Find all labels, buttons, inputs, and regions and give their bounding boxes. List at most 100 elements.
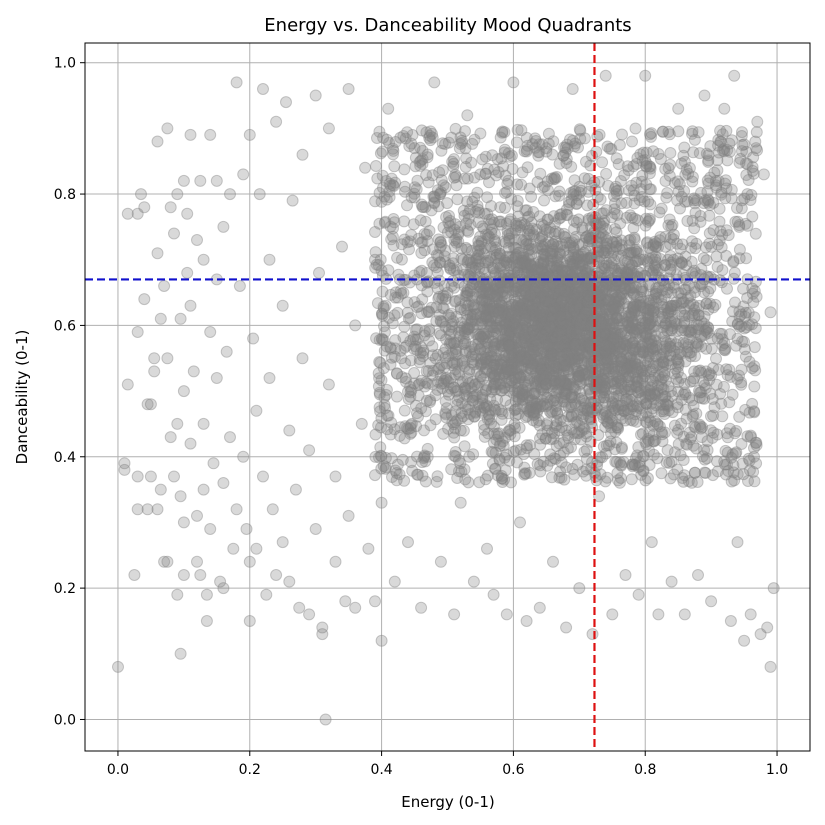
data-point-418 (567, 311, 579, 324)
data-point-4432 (168, 470, 180, 483)
data-point-4470 (220, 345, 233, 358)
data-point-4208 (731, 373, 744, 385)
data-point-105 (666, 313, 678, 326)
data-point-320 (675, 297, 688, 310)
data-point-97 (426, 369, 439, 382)
data-point-352 (494, 249, 507, 262)
data-point-4056 (598, 380, 611, 393)
data-point-3649 (435, 315, 448, 328)
data-point-4588 (748, 450, 760, 463)
data-point-302 (510, 248, 523, 261)
data-point-4541 (454, 496, 467, 509)
data-point-4388 (720, 124, 733, 137)
data-point-4256 (439, 244, 452, 257)
data-point-3684 (510, 136, 523, 149)
data-point-4505 (303, 608, 316, 621)
data-point-136 (500, 323, 513, 336)
data-point-90 (549, 325, 562, 338)
data-point-183 (654, 398, 667, 411)
data-point-115 (566, 236, 578, 249)
data-point-4583 (728, 69, 741, 82)
data-point-4269 (378, 344, 391, 357)
data-point-531 (624, 281, 637, 293)
data-point-295 (555, 372, 567, 385)
data-point-558 (519, 324, 532, 337)
data-point-4557 (560, 621, 573, 634)
data-point-29 (545, 290, 558, 303)
data-point-104 (551, 406, 564, 419)
data-point-4574 (672, 102, 685, 115)
data-point-4447 (184, 437, 197, 450)
data-point-4329 (719, 458, 732, 471)
data-point-492 (630, 255, 643, 268)
data-point-4527 (369, 253, 381, 266)
data-point-3825 (445, 131, 458, 144)
data-point-438 (554, 315, 567, 328)
data-point-4327 (377, 334, 390, 347)
data-point-4303 (440, 357, 453, 370)
data-point-251 (505, 356, 518, 369)
data-point-4384 (382, 264, 395, 277)
data-point-49 (448, 281, 461, 294)
data-point-4171 (687, 146, 700, 159)
data-point-406 (576, 364, 588, 377)
data-point-514 (461, 321, 473, 334)
data-point-3874 (495, 152, 508, 165)
data-point-152 (472, 258, 485, 271)
data-point-3608 (738, 343, 751, 356)
data-point-4462 (207, 457, 220, 470)
data-point-3945 (501, 250, 514, 263)
data-point-4132 (662, 219, 675, 232)
data-point-78 (629, 332, 642, 345)
data-point-4335 (408, 377, 421, 390)
data-point-194 (525, 342, 537, 355)
data-point-4448 (187, 365, 200, 378)
data-point-3869 (479, 311, 492, 324)
data-point-4490 (263, 372, 276, 384)
data-point-70 (538, 332, 550, 345)
data-point-4226 (670, 338, 683, 351)
data-point-421 (611, 344, 624, 357)
data-point-574 (566, 258, 579, 270)
data-point-4540 (448, 608, 461, 621)
data-point-4117 (727, 305, 739, 318)
data-point-367 (461, 256, 474, 269)
data-point-4556 (553, 437, 566, 450)
data-point-4575 (678, 608, 691, 621)
data-point-4485 (250, 542, 263, 555)
data-point-4548 (500, 608, 513, 621)
data-point-2981 (697, 252, 710, 265)
data-point-278 (587, 295, 600, 308)
data-point-4333 (521, 442, 533, 455)
data-point-4027 (626, 319, 638, 332)
data-point-4489 (260, 588, 273, 601)
data-point-507 (534, 257, 547, 270)
data-point-294 (641, 256, 654, 269)
x-tick-label-0: 0.0 (107, 762, 129, 778)
data-point-262 (552, 322, 565, 335)
data-point-349 (564, 241, 577, 254)
data-point-3410 (568, 304, 581, 317)
data-point-356 (436, 292, 449, 305)
data-point-4141 (639, 436, 652, 448)
data-point-272 (554, 211, 567, 224)
data-point-3860 (655, 202, 668, 215)
data-point-47 (477, 287, 490, 300)
data-point-4424 (158, 280, 171, 292)
data-point-206 (614, 360, 627, 373)
data-point-4011 (418, 329, 431, 342)
data-point-3964 (631, 265, 644, 278)
data-point-354 (461, 322, 474, 335)
data-point-549 (599, 396, 612, 409)
data-point-4453 (194, 174, 207, 187)
data-point-259 (526, 304, 539, 317)
data-point-4214 (739, 217, 752, 230)
data-point-55 (603, 342, 616, 355)
scatter-points (112, 69, 780, 726)
data-point-139 (625, 349, 638, 362)
data-point-4483 (247, 332, 260, 345)
data-point-127 (521, 307, 533, 320)
data-point-3792 (600, 204, 613, 217)
data-point-504 (646, 375, 659, 388)
